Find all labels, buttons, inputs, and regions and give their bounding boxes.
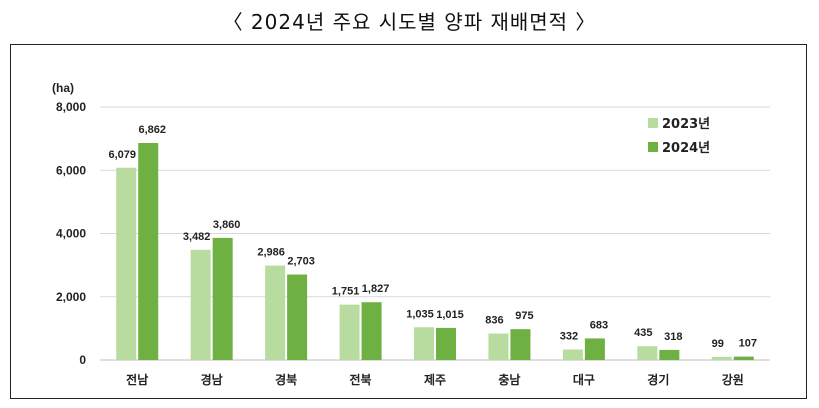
- data-label: 3,482: [183, 231, 211, 243]
- data-label: 2,703: [287, 256, 315, 268]
- y-unit-label: (ha): [52, 81, 74, 95]
- y-tick-label: 0: [79, 353, 86, 367]
- data-label: 332: [560, 331, 578, 343]
- data-label: 107: [739, 338, 757, 350]
- bar: [414, 327, 434, 360]
- x-tick-label: 강원: [722, 373, 744, 387]
- y-tick-label: 2,000: [56, 290, 86, 304]
- data-label: 2,986: [257, 247, 285, 259]
- data-label: 435: [634, 327, 652, 339]
- data-label: 318: [664, 331, 682, 343]
- bar: [212, 237, 233, 360]
- chart-title: 〈 2024년 주요 시도별 양파 재배면적 〉: [222, 10, 597, 34]
- y-tick-label: 4,000: [56, 227, 86, 241]
- bar: [584, 338, 605, 360]
- bar: [510, 329, 531, 360]
- y-tick-label: 6,000: [56, 163, 86, 177]
- data-label: 6,862: [138, 124, 166, 136]
- bar: [562, 349, 583, 360]
- bar: [190, 249, 211, 360]
- bar: [265, 265, 286, 360]
- x-tick-label: 대구: [573, 373, 595, 387]
- legend-label: 2024년: [662, 141, 710, 156]
- x-tick-label: 경남: [201, 372, 223, 387]
- legend-swatch: [648, 142, 658, 152]
- data-label: 836: [485, 315, 503, 327]
- data-label: 1,035: [406, 308, 434, 320]
- data-label: 975: [515, 310, 533, 322]
- bar: [287, 274, 308, 360]
- x-tick-label: 경기: [647, 372, 669, 387]
- data-label: 6,079: [108, 149, 136, 161]
- bar: [339, 304, 360, 360]
- bar: [138, 142, 159, 360]
- legend-label: 2023년: [662, 117, 710, 132]
- y-tick-label: 8,000: [56, 100, 86, 114]
- x-tick-label: 경북: [275, 373, 297, 387]
- data-label: 683: [590, 319, 608, 331]
- bar: [436, 327, 456, 360]
- bar: [733, 356, 754, 360]
- data-label: 1,015: [436, 309, 464, 321]
- x-tick-label: 제주: [424, 373, 446, 387]
- bar: [659, 349, 680, 360]
- x-tick-label: 충남: [498, 372, 520, 387]
- x-tick-label: 전북: [350, 372, 372, 387]
- x-tick-label: 전남: [126, 372, 148, 387]
- legend-swatch: [648, 118, 658, 128]
- data-label: 99: [712, 338, 724, 350]
- bar: [637, 346, 658, 360]
- bar: [488, 333, 509, 360]
- bar: [116, 167, 137, 360]
- data-label: 1,827: [362, 283, 390, 295]
- data-label: 3,860: [213, 219, 241, 231]
- bar: [711, 356, 732, 360]
- data-label: 1,751: [332, 286, 360, 298]
- bar: [361, 302, 382, 360]
